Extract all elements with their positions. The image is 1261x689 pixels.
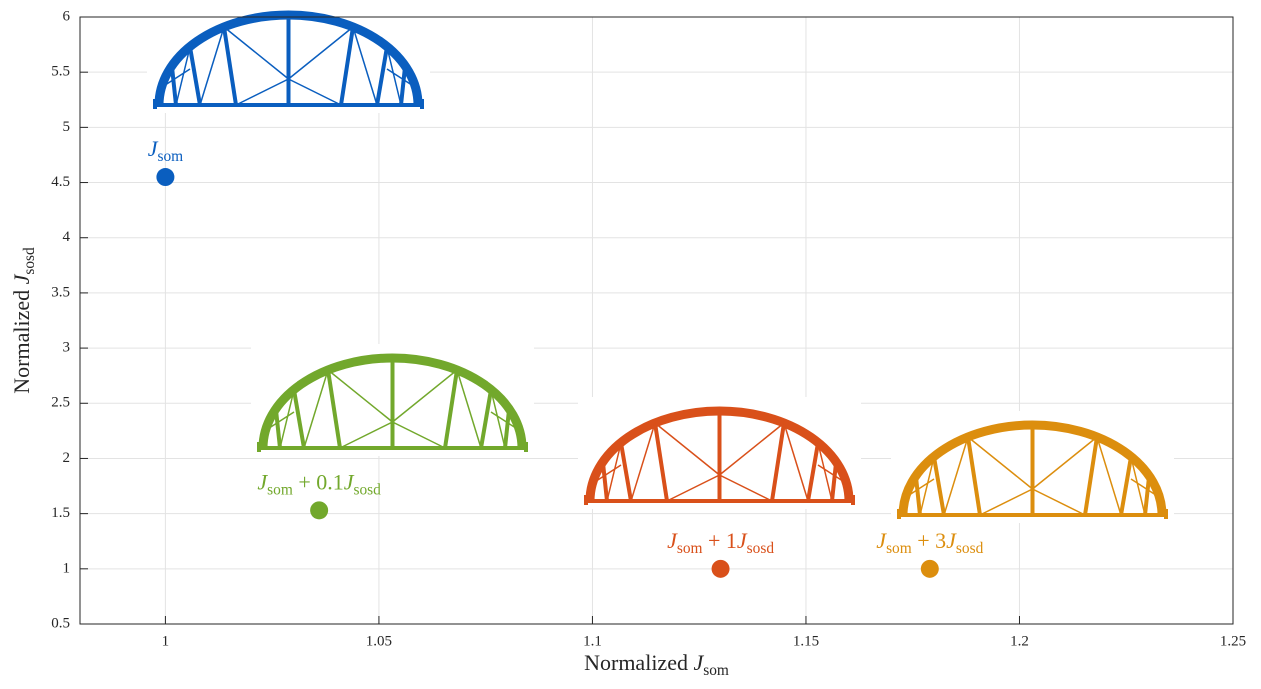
point-label: Jsom + 0.1Jsosd <box>257 469 381 497</box>
y-tick-label: 0.5 <box>51 615 70 631</box>
y-tick-label: 6 <box>63 8 71 24</box>
topology-image <box>578 397 861 509</box>
y-tick-label: 1 <box>63 560 71 576</box>
subscript: sosd <box>747 539 775 556</box>
y-tick-label: 4.5 <box>51 174 70 190</box>
subscript: sosd <box>21 247 38 275</box>
label-part: + 0.1 <box>293 469 344 494</box>
label-part: + 1 <box>702 528 736 553</box>
page: JsomJsom + 0.1JsosdJsom + 1JsosdJsom + 3… <box>0 0 1261 689</box>
label-part: Normalized <box>584 650 693 675</box>
x-tick-label: 1.2 <box>1010 633 1029 649</box>
y-tick-label: 3.5 <box>51 284 70 300</box>
subscript: sosd <box>354 481 382 498</box>
chart: JsomJsom + 0.1JsosdJsom + 1JsosdJsom + 3… <box>0 0 1261 689</box>
subscript: som <box>677 539 703 556</box>
x-tick-label: 1.05 <box>366 633 392 649</box>
x-tick-label: 1 <box>162 633 170 649</box>
y-tick-label: 3 <box>63 340 71 356</box>
topology-image <box>147 1 430 113</box>
y-tick-label: 5 <box>63 119 71 135</box>
subscript: som <box>703 662 729 679</box>
subscript: som <box>267 481 293 498</box>
label-part: Normalized <box>9 284 34 393</box>
y-tick-label: 2 <box>63 450 71 466</box>
x-tick-label: 1.25 <box>1220 633 1246 649</box>
point-label: Jsom + 1Jsosd <box>667 528 774 556</box>
point <box>921 560 939 578</box>
point <box>310 501 328 519</box>
x-tick-label: 1.1 <box>583 633 602 649</box>
subscript: sosd <box>956 539 984 556</box>
y-axis-label: Normalized Jsosd <box>9 247 37 394</box>
x-axis-label: Normalized Jsom <box>584 650 729 678</box>
y-tick-label: 4 <box>63 229 71 245</box>
subscript: som <box>886 539 912 556</box>
point <box>712 560 730 578</box>
label-part: + 3 <box>912 528 946 553</box>
y-tick-label: 2.5 <box>51 395 70 411</box>
point <box>156 168 174 186</box>
x-tick-label: 1.15 <box>793 633 819 649</box>
y-tick-label: 1.5 <box>51 505 70 521</box>
topology-image <box>891 411 1174 523</box>
y-tick-label: 5.5 <box>51 64 70 80</box>
point-label: Jsom + 3Jsosd <box>876 528 983 556</box>
topology-image <box>251 344 534 456</box>
subscript: som <box>157 148 183 165</box>
